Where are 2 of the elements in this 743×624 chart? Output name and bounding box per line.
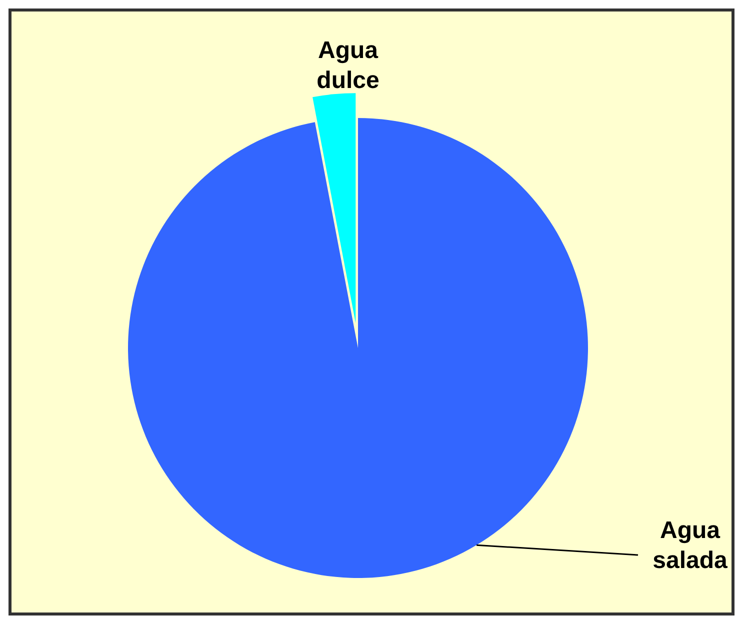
slice-label: Agua salada — [652, 517, 728, 574]
slice-label: Agua dulce — [316, 37, 380, 94]
